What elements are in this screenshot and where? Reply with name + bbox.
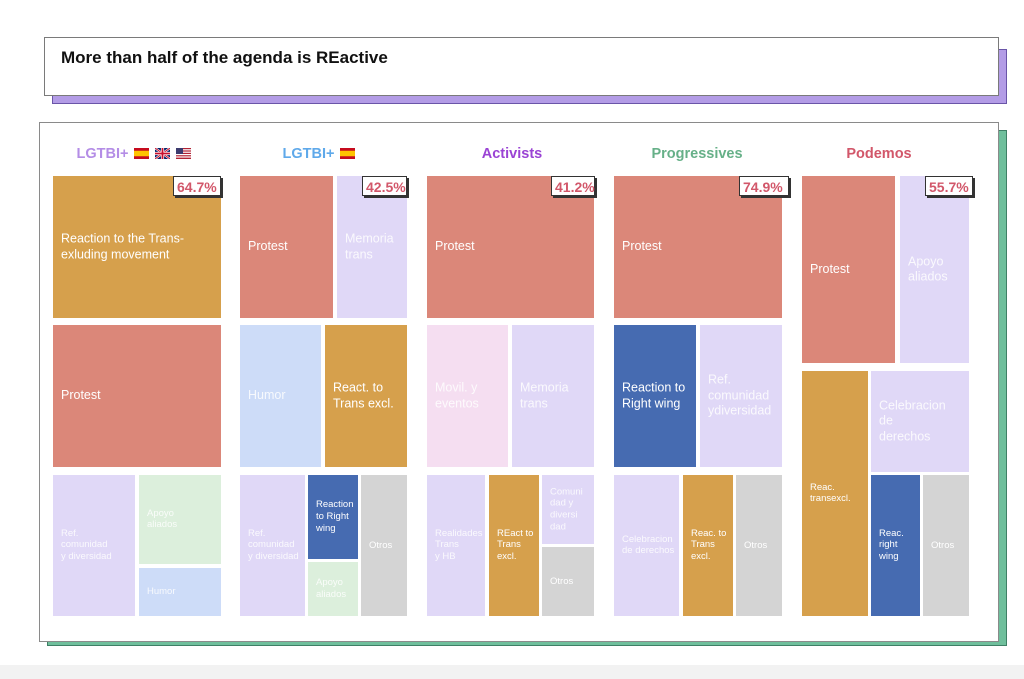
treemap-cell: Otros xyxy=(923,475,969,616)
chart-title-text: Activists xyxy=(481,146,543,162)
treemap-cell-label: React. to Trans excl. xyxy=(333,380,394,410)
treemap-cell: Ref. comunidad y diversidad xyxy=(240,475,305,616)
treemap-cell: Reac. right wing xyxy=(871,475,920,616)
chart-title-text: Podemos xyxy=(846,146,912,162)
treemap-cell-label: Apoyo aliados xyxy=(316,577,347,600)
treemap-cell: Protest xyxy=(802,176,895,363)
treemap-cell: Realidades Trans y HB xyxy=(427,475,485,616)
flag-es-icon xyxy=(340,147,356,159)
flag-gb-icon xyxy=(154,147,172,160)
reactive-percentage-badge: 42.5% xyxy=(362,176,407,196)
treemap-cell: Protest xyxy=(53,325,221,467)
treemap-cell: Movil. y eventos xyxy=(427,325,508,467)
treemap-cell-label: Apoyo aliados xyxy=(908,253,948,284)
page-title: More than half of the agenda is REactive xyxy=(61,48,388,67)
treemap-cell-label: Otros xyxy=(744,539,768,551)
treemap-cell: Protest xyxy=(240,176,333,318)
treemap-cell: Apoyo aliados xyxy=(900,176,969,363)
reactive-percentage-badge: 64.7% xyxy=(173,176,221,196)
treemap-cell-label: Protest xyxy=(61,388,101,403)
chart-title: Progressives xyxy=(612,146,782,162)
chart-title-text: LGTBI+ xyxy=(282,146,335,162)
treemap-cell: Reaction to Right wing xyxy=(308,475,358,559)
treemap-cell-label: Otros xyxy=(931,539,955,551)
treemap-cell-label: Ref. comunidad ydiversidad xyxy=(708,372,772,418)
treemap-cell-label: Movil. y eventos xyxy=(435,380,479,410)
treemap-cell: Humor xyxy=(139,568,221,616)
treemap-cell: Otros xyxy=(361,475,407,616)
treemap-cell: Reac. transexcl. xyxy=(802,371,868,616)
treemap-cell-label: Apoyo aliados xyxy=(147,507,178,531)
treemap-cell: Apoyo aliados xyxy=(139,475,221,564)
treemap-cell-label: Reac. to Trans excl. xyxy=(691,527,727,563)
flag-us-icon xyxy=(176,147,192,159)
treemap-cell: Protest xyxy=(614,176,782,318)
treemap-cell: React. to Trans excl. xyxy=(325,325,407,467)
treemap-cell: Protest xyxy=(427,176,594,318)
treemap-cell: Ref. comunidad y diversidad xyxy=(53,475,135,616)
treemap-cell-label: Reaction to Right wing xyxy=(622,380,686,410)
footer-bar xyxy=(0,665,1024,679)
chart-title: LGTBI+ xyxy=(49,146,219,162)
treemap-cell-label: Celebracion de derechos xyxy=(622,533,675,557)
treemap-cell-label: Celebracion de derechos xyxy=(879,398,946,444)
treemap-cell-label: Reaction to Right wing xyxy=(316,499,354,534)
treemap-cell-label: Humor xyxy=(248,388,286,403)
treemap-cell: Celebracion de derechos xyxy=(871,371,969,472)
chart-title: LGTBI+ xyxy=(234,146,404,162)
treemap-cell: Reac. to Trans excl. xyxy=(683,475,733,616)
reactive-percentage-badge: 74.9% xyxy=(739,176,789,196)
flag-es-icon xyxy=(134,147,150,159)
title-box: More than half of the agenda is REactive xyxy=(44,37,999,96)
treemap-cell: Reaction to the Trans- exluding movement xyxy=(53,176,221,318)
treemap-cell-label: Protest xyxy=(810,261,850,276)
chart-title-text: Progressives xyxy=(651,146,743,162)
treemap-cell-label: REact to Trans excl. xyxy=(497,527,534,563)
treemap-cell-label: Ref. comunidad y diversidad xyxy=(61,527,112,563)
reactive-percentage-badge: 55.7% xyxy=(925,176,973,196)
treemap-cell: Otros xyxy=(736,475,782,616)
treemap-cell: Celebracion de derechos xyxy=(614,475,679,616)
treemap-cell-label: Memoria trans xyxy=(345,231,394,261)
treemap-cell-label: Humor xyxy=(147,586,176,598)
treemap-cell-label: Comuni dad y diversi dad xyxy=(550,485,583,533)
treemap-cell: Otros xyxy=(542,547,594,616)
treemap-cell-label: Ref. comunidad y diversidad xyxy=(248,527,299,563)
treemap-cell-label: Protest xyxy=(435,239,475,254)
treemap-cell-label: Otros xyxy=(550,575,574,587)
treemap-cell-label: Reac. transexcl. xyxy=(810,481,851,505)
treemap-cell-label: Reaction to the Trans- exluding movement xyxy=(61,231,184,261)
chart-title-text: LGTBI+ xyxy=(76,146,129,162)
treemap-cell-label: Protest xyxy=(622,239,662,254)
treemap-cell: Memoria trans xyxy=(337,176,407,318)
chart-title: Podemos xyxy=(794,146,964,162)
treemap-cell-label: Otros xyxy=(369,539,393,551)
treemap-cell: Comuni dad y diversi dad xyxy=(542,475,594,544)
chart-title: Activists xyxy=(427,146,597,162)
treemap-cell: Humor xyxy=(240,325,321,467)
treemap-cell-label: Protest xyxy=(248,239,288,254)
reactive-percentage-badge: 41.2% xyxy=(551,176,595,196)
treemap-cell: Reaction to Right wing xyxy=(614,325,696,467)
treemap-cell-label: Realidades Trans y HB xyxy=(435,527,483,563)
treemap-cell: Ref. comunidad ydiversidad xyxy=(700,325,782,467)
treemap-cell-label: Reac. right wing xyxy=(879,527,904,563)
treemap-cell: Apoyo aliados xyxy=(308,562,358,616)
treemap-cell: Memoria trans xyxy=(512,325,594,467)
treemap-cell-label: Memoria trans xyxy=(520,380,569,410)
treemap-cell: REact to Trans excl. xyxy=(489,475,539,616)
